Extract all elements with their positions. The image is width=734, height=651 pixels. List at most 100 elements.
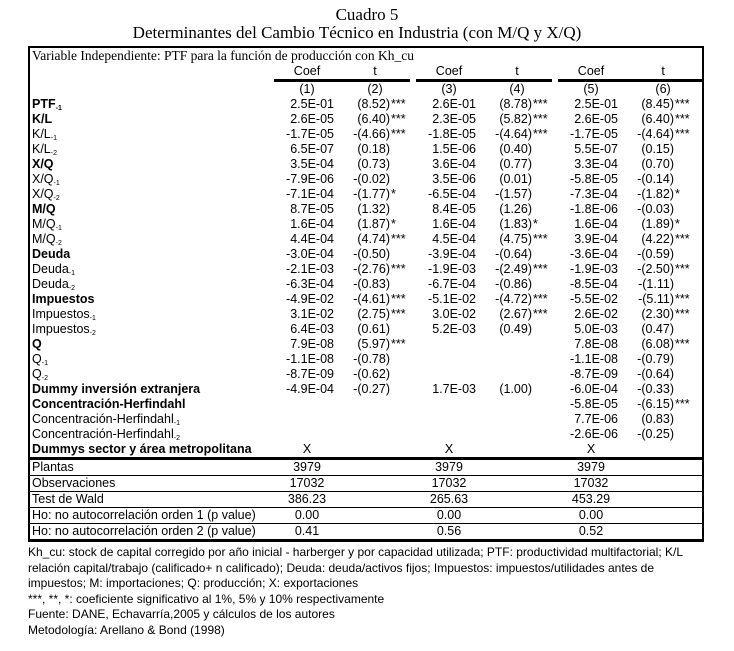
- t-value: -(0.03): [637, 202, 674, 216]
- row-label-text: X/Q: [32, 172, 54, 186]
- significance-stars: [532, 142, 552, 157]
- coef-value: -1.7E-05: [570, 127, 618, 141]
- coef-value: 3.5E-06: [432, 172, 476, 186]
- coef-value: -5.1E-02: [428, 292, 476, 306]
- row-label-text: M/Q: [32, 202, 56, 216]
- significance-stars: [390, 352, 410, 367]
- row-label: Q: [30, 337, 274, 352]
- row-label-text: Concentración-Herfindahl: [32, 397, 186, 411]
- spacer: [552, 507, 558, 524]
- significance-stars: [532, 277, 552, 292]
- significance-stars: ***: [675, 397, 690, 411]
- stat-value: 3979: [416, 457, 482, 476]
- spacer: [532, 491, 552, 508]
- t-value: (6.40): [641, 112, 674, 126]
- t-value: -(4.64): [495, 127, 532, 141]
- t-value: (0.83): [641, 412, 674, 426]
- row-label-text: K/L: [32, 142, 51, 156]
- t-value: (1.89): [641, 217, 674, 231]
- lag-subscript: -1: [68, 270, 76, 277]
- stat-label: Test de Wald: [30, 491, 274, 508]
- table-row: Concentración-Herfindahl -5.8E-05 -(6.15) *…: [30, 397, 702, 412]
- coef-value: 1.6E-04: [432, 217, 476, 231]
- table-notes: Kh_cu: stock de capital corregido por añ…: [28, 545, 708, 638]
- col-number: (2): [367, 82, 383, 96]
- t-value: (1.00): [499, 382, 532, 396]
- row-label-text: Q: [32, 367, 42, 381]
- note-definitions: Kh_cu: stock de capital corregido por añ…: [28, 545, 683, 590]
- t-value: [482, 367, 532, 382]
- row-label-text: M/Q: [32, 232, 56, 246]
- t-value: -(0.59): [637, 247, 674, 261]
- lag-subscript: -1: [41, 360, 48, 367]
- t-value: -(0.78): [353, 352, 390, 366]
- coef-value: 4.5E-04: [432, 232, 476, 246]
- coef-value: -1.9E-03: [428, 262, 476, 276]
- stat-value: 453.29: [558, 491, 624, 508]
- t-value: -(0.79): [637, 352, 674, 366]
- spacer: [390, 457, 410, 476]
- spacer: [674, 507, 703, 524]
- coef-value: -2.1E-03: [286, 262, 334, 276]
- significance-stars: [390, 427, 410, 442]
- t-value: (0.73): [357, 157, 390, 171]
- table-title: Determinantes del Cambio Técnico en Indu…: [132, 23, 582, 42]
- lag-subscript: -1: [89, 315, 96, 322]
- coef-value: -1.1E-08: [286, 352, 334, 366]
- table-row: Deuda-2 -6.3E-04 -(0.83) -6.7E-04 -(0.86) -8.…: [30, 277, 702, 292]
- spacer: [340, 475, 390, 492]
- row-label: M/Q-2: [30, 232, 274, 247]
- note-significance: ***, **, *: coeficiente significativo al…: [28, 591, 385, 606]
- coef-value: -1.9E-03: [570, 262, 618, 276]
- row-label-text: Deuda: [32, 262, 69, 276]
- coef-value: -5.8E-05: [570, 172, 618, 186]
- coef-value: -8.5E-04: [570, 277, 618, 291]
- significance-stars: ***: [533, 292, 548, 306]
- row-label: Deuda: [30, 247, 274, 262]
- spacer: [624, 457, 674, 476]
- row-label: X/Q: [30, 157, 274, 172]
- spacer: [674, 442, 702, 459]
- row-label-text: X/Q: [32, 187, 54, 201]
- t-value: -(0.27): [353, 382, 390, 396]
- row-label-text: K/L: [32, 127, 51, 141]
- significance-stars: ***: [533, 262, 548, 276]
- significance-stars: *: [675, 217, 680, 231]
- significance-stars: [390, 397, 410, 412]
- significance-stars: ***: [533, 232, 548, 246]
- t-value: -(4.72): [495, 292, 532, 306]
- spacer: [482, 442, 532, 459]
- coef-value: 8.4E-05: [432, 202, 476, 216]
- coef-value: 4.4E-04: [290, 232, 334, 246]
- spacer: [552, 457, 558, 476]
- t-value: -(0.14): [637, 172, 674, 186]
- table-row: Q-1 -1.1E-08 -(0.78) -1.1E-08 -(0.79): [30, 352, 702, 367]
- lag-subscript: -2: [89, 330, 96, 337]
- stat-label: Plantas: [30, 457, 274, 476]
- col-header: Coef: [416, 64, 482, 82]
- t-value: -(0.64): [495, 247, 532, 261]
- coef-value: -4.9E-04: [286, 382, 334, 396]
- stat-value: 0.00: [558, 507, 624, 524]
- table-row: M/Q-1 1.6E-04 (1.87) * 1.6E-04 (1.83) * 1.6E-04…: [30, 217, 702, 232]
- t-value: (6.40): [357, 112, 390, 126]
- table-row: M/Q 8.7E-05 (1.32) 8.4E-05 (1.26) -1.8E-06 -(0…: [30, 202, 702, 217]
- t-value: -(0.83): [353, 277, 390, 291]
- coef-value: [274, 427, 340, 442]
- row-label-text: Q: [32, 337, 42, 351]
- significance-stars: ***: [391, 337, 406, 351]
- stat-value: 0.41: [274, 523, 340, 540]
- table-row: Dummy inversión extranjera -4.9E-04 -(0.27…: [30, 382, 702, 397]
- row-label: M/Q: [30, 202, 274, 217]
- lag-subscript: -1: [55, 225, 62, 232]
- significance-stars: ***: [391, 292, 406, 306]
- significance-stars: ***: [533, 307, 548, 321]
- spacer: [340, 491, 390, 508]
- significance-stars: ***: [391, 112, 406, 126]
- lag-subscript: -1: [53, 180, 60, 187]
- stats-row: Ho: no autocorrelación orden 2 (p value)…: [30, 523, 703, 540]
- t-value: (8.45): [641, 97, 674, 111]
- stat-value: 0.52: [558, 523, 624, 540]
- lag-subscript: -2: [68, 285, 76, 292]
- lag-subscript: -1: [50, 135, 57, 142]
